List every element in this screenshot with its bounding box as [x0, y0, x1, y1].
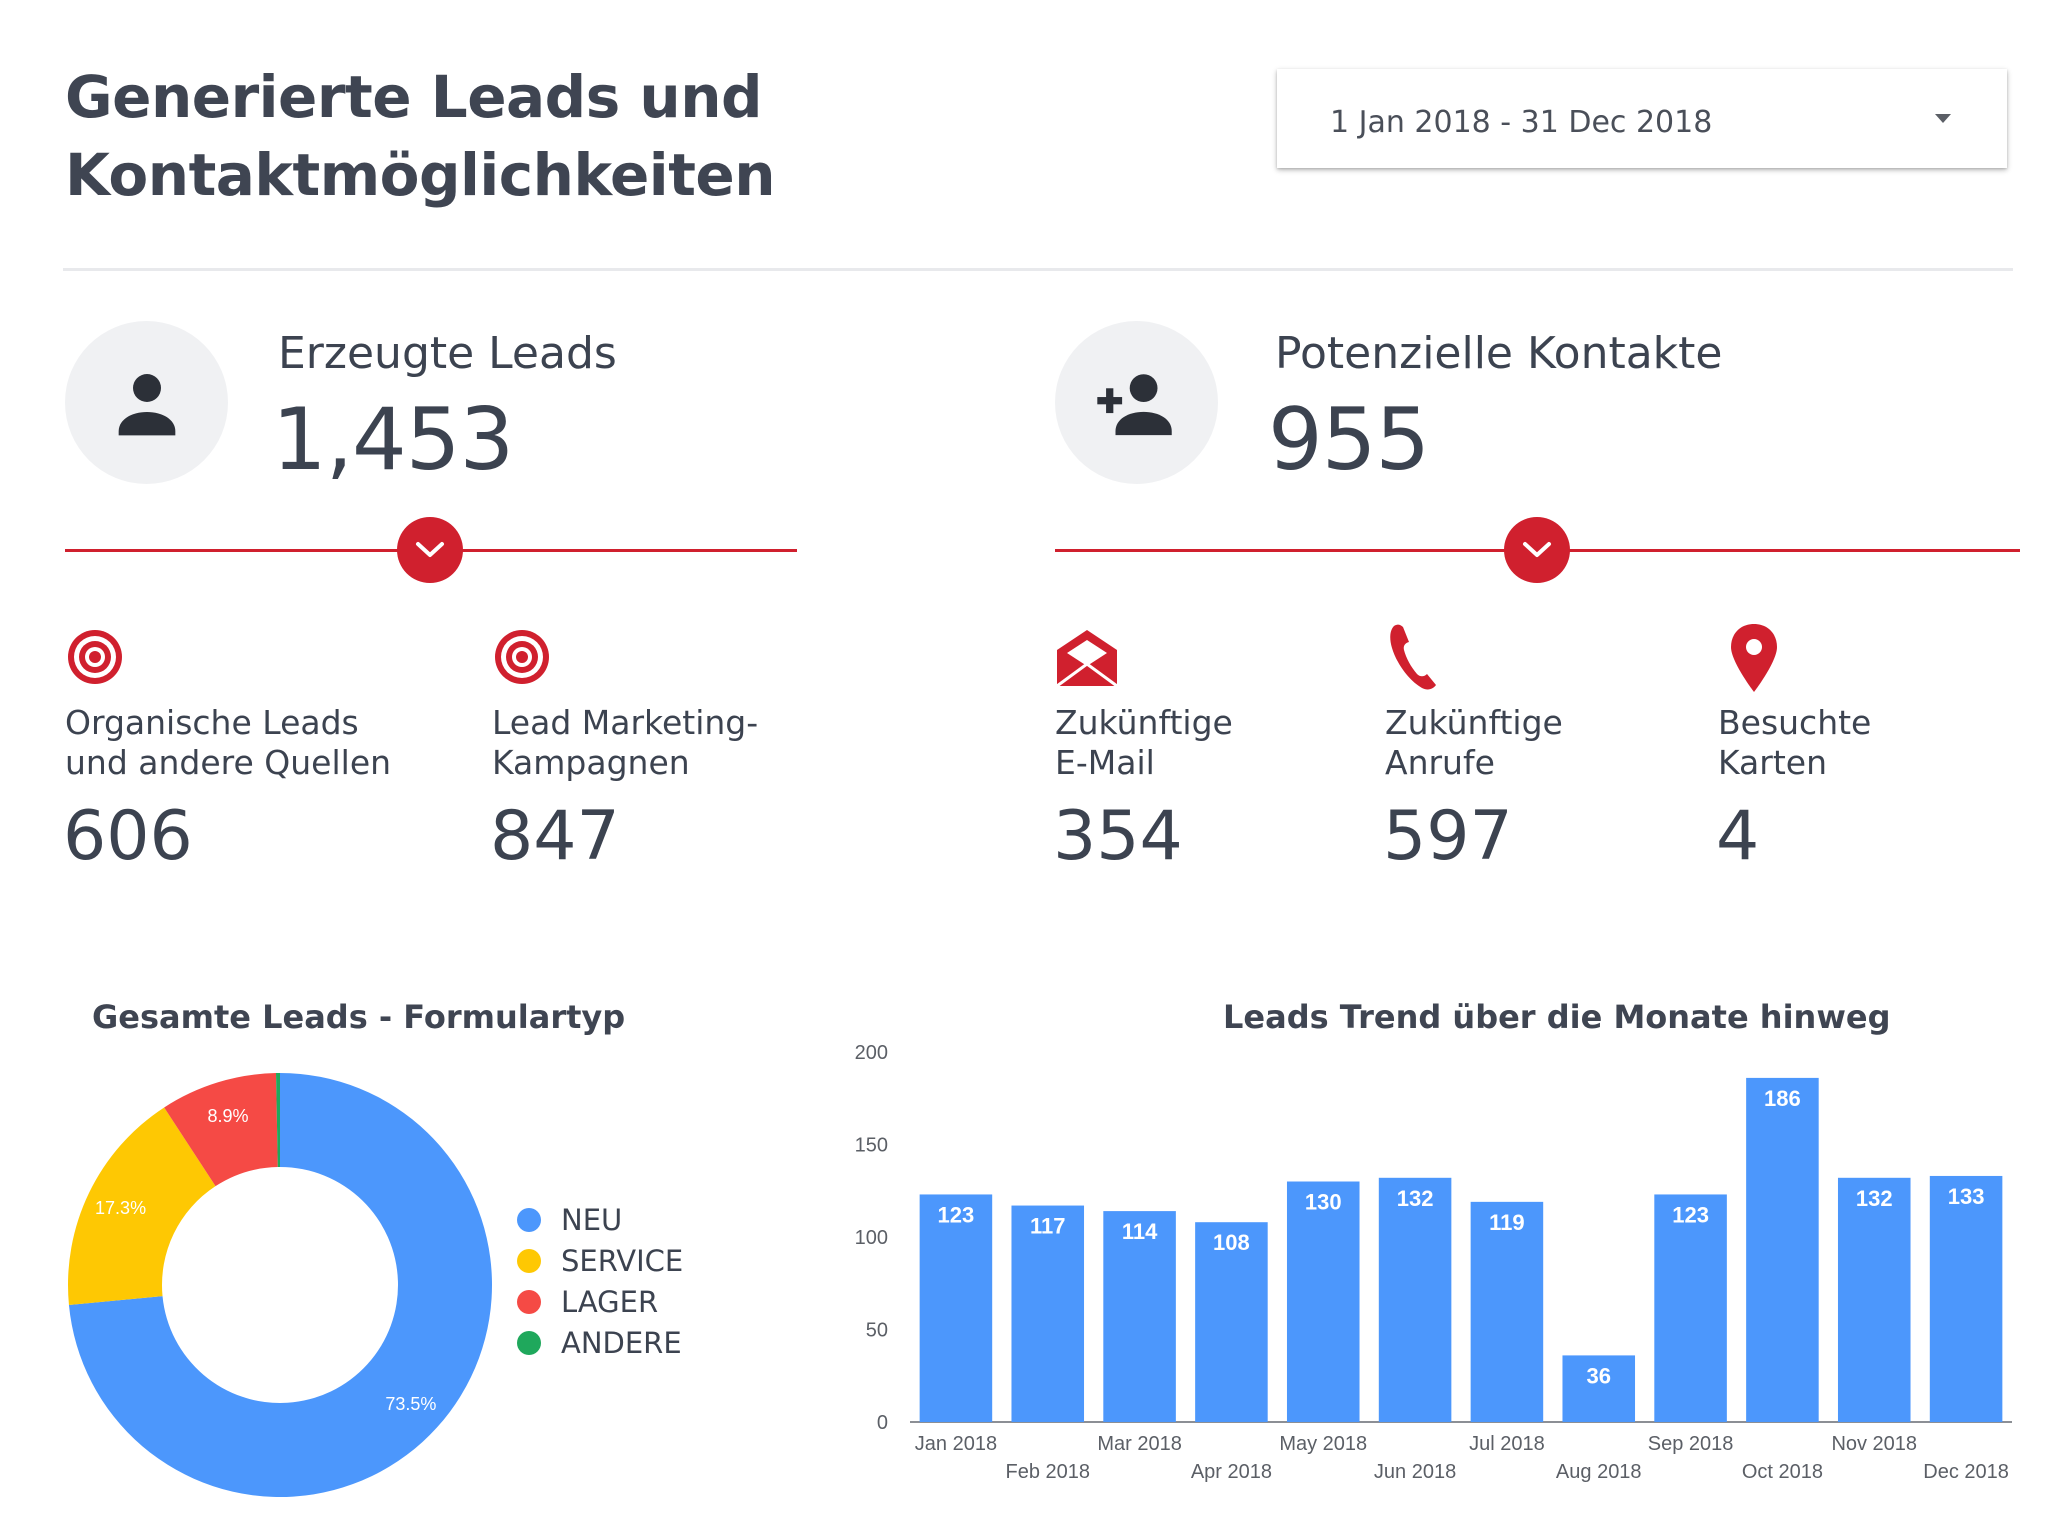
- bar-data-label: 117: [1030, 1214, 1066, 1239]
- donut-slice-label: 17.3%: [95, 1198, 146, 1218]
- x-tick-label: Oct 2018: [1742, 1461, 1823, 1483]
- visited-maps-label: Besuchte Karten: [1718, 703, 1872, 782]
- person-add-icon: [1096, 373, 1172, 435]
- bar-data-label: 123: [938, 1202, 975, 1227]
- x-tick-label: Jun 2018: [1374, 1461, 1456, 1483]
- bar-data-label: 186: [1764, 1086, 1801, 1111]
- leads-avatar: [65, 321, 228, 484]
- x-tick-label: Mar 2018: [1097, 1433, 1182, 1455]
- future-calls-label: Zukünftige Anrufe: [1385, 703, 1563, 782]
- bar-data-label: 123: [1672, 1202, 1709, 1227]
- date-range-value: 1 Jan 2018 - 31 Dec 2018: [1330, 105, 1713, 140]
- caret-down-icon: [1935, 114, 1951, 123]
- legend-item-andere: ANDERE: [517, 1322, 683, 1363]
- donut-slice-label: 8.9%: [207, 1106, 248, 1126]
- future-email-label: Zukünftige E-Mail: [1055, 703, 1233, 782]
- y-tick-label: 0: [877, 1412, 888, 1434]
- campaign-leads-label: Lead Marketing- Kampagnen: [492, 703, 759, 782]
- y-tick-label: 150: [855, 1135, 888, 1157]
- bar-data-label: 132: [1856, 1186, 1893, 1211]
- visited-maps-value: 4: [1716, 797, 1760, 876]
- x-tick-label: Sep 2018: [1648, 1433, 1734, 1455]
- legend-item-lager: LAGER: [517, 1281, 683, 1322]
- contacts-avatar: [1055, 321, 1218, 484]
- bar-oct-2018: [1746, 1077, 1819, 1422]
- legend-swatch: [517, 1289, 541, 1314]
- bar-data-label: 119: [1489, 1210, 1525, 1235]
- person-icon: [118, 373, 175, 435]
- phone-icon: [1390, 624, 1436, 690]
- x-tick-label: Dec 2018: [1923, 1461, 2009, 1483]
- bar-apr-2018: [1195, 1222, 1268, 1422]
- leads-expand-toggle[interactable]: [397, 517, 463, 583]
- target-icon: [68, 630, 122, 684]
- donut-slice-neu: [68, 1073, 493, 1497]
- bar-data-label: 133: [1948, 1184, 1985, 1209]
- bar-nov-2018: [1837, 1177, 1911, 1422]
- bar-dec-2018: [1929, 1175, 2003, 1422]
- chevron-down-icon: [1523, 542, 1551, 557]
- donut-chart-title: Gesamte Leads - Formulartyp: [92, 998, 626, 1036]
- map-pin-icon: [1731, 624, 1777, 692]
- organic-leads-label: Organische Leads und andere Quellen: [65, 703, 392, 782]
- x-tick-label: May 2018: [1279, 1433, 1367, 1455]
- bar-chart: 0 50 100 150 200 123 Jan 2018 117 Feb 2018 114 Mar…: [855, 1042, 2012, 1483]
- y-tick-label: 50: [866, 1320, 888, 1342]
- x-tick-label: Feb 2018: [1005, 1461, 1090, 1483]
- future-calls-value: 597: [1383, 797, 1513, 876]
- chevron-down-icon: [416, 542, 444, 557]
- bar-jun-2018: [1378, 1177, 1452, 1422]
- bar-data-label: 108: [1213, 1230, 1250, 1255]
- bar-jan-2018: [919, 1194, 993, 1422]
- bar-data-label: 36: [1587, 1363, 1611, 1388]
- kpi-contacts-label: Potenzielle Kontakte: [1275, 328, 1723, 379]
- x-tick-label: Jan 2018: [915, 1433, 997, 1455]
- bar-sep-2018: [1654, 1194, 1727, 1422]
- legend-swatch: [517, 1248, 541, 1273]
- kpi-contacts-value: 955: [1268, 390, 1430, 490]
- legend-swatch: [517, 1330, 541, 1355]
- bar-jul-2018: [1470, 1201, 1544, 1422]
- legend-swatch: [517, 1207, 541, 1232]
- header-divider: [63, 268, 2013, 271]
- x-tick-label: Jul 2018: [1469, 1433, 1545, 1455]
- bar-chart-title: Leads Trend über die Monate hinweg: [1223, 998, 1891, 1036]
- email-icon: [1056, 630, 1118, 688]
- donut-slice-lager: [164, 1073, 278, 1187]
- donut-slice-service: [68, 1107, 216, 1305]
- donut-legend: NEU SERVICE LAGER ANDERE: [517, 1199, 683, 1363]
- x-tick-label: Nov 2018: [1831, 1433, 1917, 1455]
- kpi-leads-label: Erzeugte Leads: [278, 328, 617, 379]
- bar-may-2018: [1286, 1181, 1360, 1422]
- future-email-value: 354: [1053, 797, 1183, 876]
- contacts-expand-toggle[interactable]: [1504, 517, 1570, 583]
- x-tick-label: Apr 2018: [1191, 1461, 1272, 1483]
- bar-mar-2018: [1103, 1211, 1176, 1422]
- legend-item-service: SERVICE: [517, 1240, 683, 1281]
- campaign-leads-value: 847: [490, 797, 620, 876]
- organic-leads-value: 606: [63, 797, 193, 876]
- x-tick-label: Aug 2018: [1556, 1461, 1642, 1483]
- kpi-leads-value: 1,453: [272, 390, 514, 490]
- bar-data-label: 114: [1122, 1219, 1158, 1244]
- y-tick-label: 200: [855, 1042, 888, 1064]
- legend-item-neu: NEU: [517, 1199, 683, 1240]
- donut-slice-andere: [276, 1073, 280, 1168]
- page-title: Generierte Leads und Kontaktmöglichkeite…: [65, 63, 776, 209]
- donut-slice-label: 73.5%: [385, 1394, 436, 1414]
- target-icon: [495, 630, 549, 684]
- y-tick-label: 100: [855, 1227, 888, 1249]
- bar-data-label: 130: [1305, 1190, 1342, 1215]
- donut-chart: 73.5% 17.3% 8.9%: [68, 1073, 493, 1497]
- bar-feb-2018: [1011, 1205, 1085, 1422]
- bar-data-label: 132: [1397, 1186, 1434, 1211]
- date-range-picker[interactable]: 1 Jan 2018 - 31 Dec 2018: [1277, 69, 2007, 168]
- bar-aug-2018: [1562, 1355, 1636, 1422]
